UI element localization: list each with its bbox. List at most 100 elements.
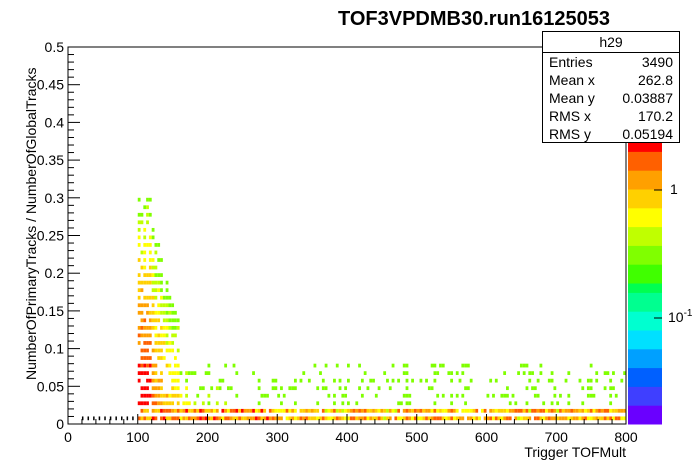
heatmap-cell: [143, 258, 147, 262]
heatmap-cell: [441, 363, 445, 368]
heatmap-cell: [162, 356, 166, 360]
heatmap-cell: [327, 416, 331, 421]
heatmap-cell: [313, 363, 317, 368]
heatmap-cell: [609, 401, 613, 406]
heatmap-cell: [503, 371, 507, 375]
heatmap-cell: [121, 416, 123, 421]
heatmap-cell: [157, 378, 161, 383]
heatmap-cell: [190, 416, 194, 421]
heatmap-cell: [148, 212, 152, 217]
heatmap-cell: [109, 416, 112, 421]
heatmap-cell: [620, 378, 624, 383]
heatmap-cell: [160, 325, 163, 330]
heatmap-cell: [176, 318, 180, 323]
heatmap-cell: [148, 325, 152, 330]
heatmap-cell: [508, 408, 512, 413]
heatmap-cell: [263, 408, 267, 413]
heatmap-cell: [252, 408, 255, 413]
heatmap-cell: [238, 408, 241, 413]
heatmap-cell: [143, 318, 147, 323]
heatmap-cell: [503, 393, 507, 398]
heatmap-cell: [408, 393, 412, 398]
heatmap-cell: [174, 408, 177, 413]
heatmap-cell: [143, 341, 147, 345]
heatmap-cell: [143, 416, 147, 421]
heatmap-cell: [162, 401, 166, 406]
heatmap-cell: [277, 393, 281, 398]
heatmap-cell: [324, 416, 328, 421]
heatmap-cell: [171, 393, 175, 398]
heatmap-cell: [146, 371, 149, 375]
heatmap-cell: [447, 416, 451, 421]
heatmap-cell: [162, 416, 166, 421]
heatmap-cell: [405, 408, 409, 413]
y-axis-label: NumberOfPrimaryTracks / NumberOfGlobalTr…: [23, 68, 39, 380]
heatmap-cell: [302, 371, 306, 375]
heatmap-cell: [174, 356, 177, 360]
heatmap-cell: [430, 416, 434, 421]
z-tick-0-1: 10-1: [668, 308, 693, 325]
heatmap-cell: [321, 386, 325, 391]
palette-cell: [628, 367, 662, 378]
heatmap-cell: [522, 408, 526, 413]
heatmap-cell: [160, 333, 163, 338]
palette-cell: [628, 311, 662, 322]
heatmap-cell: [235, 408, 239, 413]
heatmap-cell: [539, 371, 543, 375]
heatmap-cell: [425, 416, 428, 421]
heatmap-cell: [174, 386, 177, 391]
heatmap-cell: [422, 416, 426, 421]
heatmap-cell: [162, 295, 166, 300]
x-axis: 0 100 200 300 400 500 600 700 800: [64, 414, 638, 445]
heatmap-cell: [433, 408, 437, 413]
heatmap-cell: [450, 378, 454, 383]
heatmap-cell: [447, 371, 451, 375]
heatmap-cell: [586, 393, 590, 398]
heatmap-cell: [137, 371, 141, 375]
heatmap-cell: [143, 371, 147, 375]
heatmap-cell: [151, 235, 155, 240]
heatmap-cell: [157, 401, 161, 406]
heatmap-cell: [598, 416, 601, 421]
heatmap-cell: [193, 408, 197, 413]
heatmap-cell: [333, 416, 336, 421]
heatmap-cell: [430, 363, 434, 368]
heatmap-cell: [165, 363, 169, 368]
heatmap-cell: [299, 408, 303, 413]
heatmap-cell: [291, 386, 294, 391]
heatmap-cell: [260, 408, 264, 413]
heatmap-cell: [249, 408, 253, 413]
heatmap-cell: [355, 416, 359, 421]
y-tick-label: 0.5: [45, 39, 65, 55]
heatmap-cell: [160, 378, 163, 383]
heatmap-cell: [218, 386, 222, 391]
heatmap-cell: [146, 356, 149, 360]
heatmap-cell: [154, 348, 158, 353]
heatmap-cell: [213, 416, 216, 421]
heatmap-cell: [174, 325, 177, 330]
stats-name: h29: [543, 32, 679, 53]
heatmap-cell: [143, 363, 147, 368]
y-tick-label: 0.1: [45, 341, 65, 357]
heatmap-cell: [606, 408, 610, 413]
y-tick-label: 0: [56, 416, 64, 432]
heatmap-cell: [296, 416, 300, 421]
heatmap-cell: [140, 401, 144, 406]
heatmap-cell: [168, 416, 172, 421]
heatmap-cell: [461, 408, 465, 413]
heatmap-cell: [620, 408, 624, 413]
heatmap-cell: [589, 408, 593, 413]
heatmap-cell: [511, 408, 515, 413]
heatmap-cell: [595, 378, 599, 383]
heatmap-cell: [550, 371, 554, 375]
heatmap-cell: [146, 197, 149, 202]
heatmap-cell: [542, 416, 546, 421]
heatmap-cell: [511, 393, 515, 398]
heatmap-cell: [469, 416, 473, 421]
heatmap-cell: [559, 408, 562, 413]
heatmap-cell: [567, 416, 571, 421]
heatmap-cell: [347, 378, 350, 383]
heatmap-cell: [98, 416, 101, 421]
x-tick-label: 200: [196, 429, 220, 445]
heatmap-cell: [305, 416, 308, 421]
